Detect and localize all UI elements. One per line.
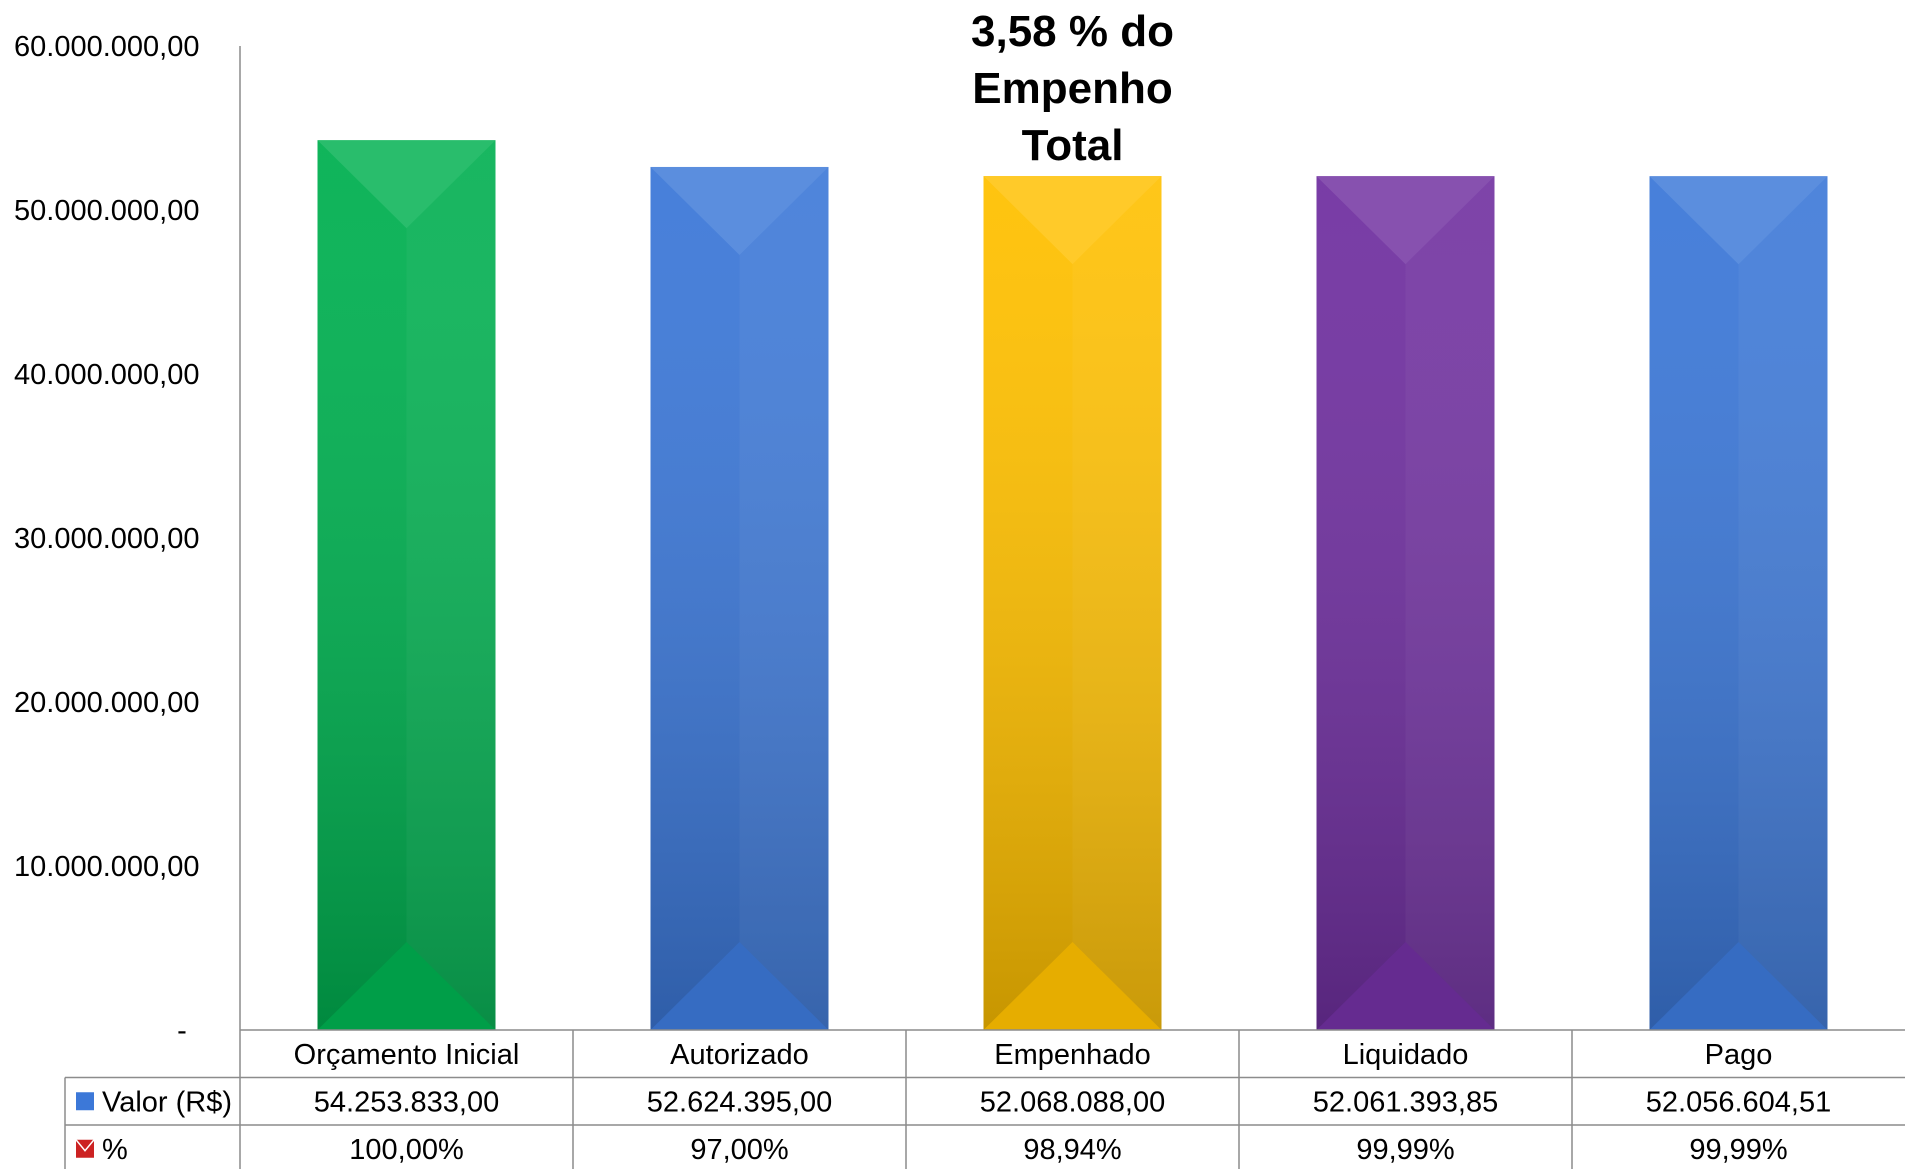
y-tick-label: - — [177, 1015, 187, 1047]
y-tick-label: 40.000.000,00 — [14, 359, 199, 391]
y-tick-label: 10.000.000,00 — [14, 851, 199, 883]
bar-shading — [1649, 176, 1828, 1031]
x-tick-label: Orçamento Inicial — [294, 1039, 520, 1071]
bar-bevel-bottom — [650, 942, 829, 1030]
bar-facet — [739, 166, 829, 1031]
y-tick-label: 20.000.000,00 — [14, 687, 199, 719]
bar-shading — [317, 140, 496, 1031]
bar-bevel-bottom — [1649, 942, 1828, 1030]
bar-facet — [406, 140, 496, 1031]
data-table-cell: 52.068.088,00 — [980, 1086, 1165, 1118]
bar-bevel-top — [650, 166, 829, 255]
x-tick-label: Empenhado — [994, 1039, 1150, 1071]
bar-bevel-bottom — [317, 942, 496, 1030]
annotation-line: 3,58 % do — [971, 7, 1174, 56]
bar-bevel-bottom — [1316, 942, 1495, 1030]
data-table-cell: 99,99% — [1689, 1134, 1787, 1166]
bar-shading — [1316, 176, 1495, 1031]
data-table-cell: 52.061.393,85 — [1313, 1086, 1498, 1118]
bar-bevel-bottom — [983, 942, 1162, 1030]
bar-shading — [983, 176, 1162, 1030]
y-tick-label: 50.000.000,00 — [14, 195, 199, 227]
bars — [317, 140, 1828, 1031]
bar-shading — [650, 166, 829, 1031]
series-name: % — [102, 1134, 128, 1166]
data-table-cell: 99,99% — [1356, 1134, 1454, 1166]
data-table-cell: 100,00% — [349, 1134, 464, 1166]
legend-key-square — [76, 1092, 94, 1111]
annotation-line: Total — [1022, 121, 1124, 170]
data-table-cell: 97,00% — [690, 1134, 788, 1166]
data-table-cell: 52.056.604,51 — [1646, 1086, 1831, 1118]
data-table-cell: 98,94% — [1023, 1134, 1121, 1166]
bar-bevel-top — [1649, 176, 1828, 265]
bar-facet — [1072, 176, 1162, 1030]
bar-facet — [1738, 176, 1828, 1031]
data-table: Orçamento Inicial Autorizado Empenhado Liqu… — [64, 1029, 1905, 1169]
bar-bevel-top — [317, 140, 496, 229]
series-name: Valor (R$) — [102, 1086, 232, 1118]
bar-bevel-top — [1316, 176, 1495, 265]
y-tick-label: 30.000.000,00 — [14, 523, 199, 555]
x-tick-label: Autorizado — [670, 1039, 809, 1071]
data-table-cell: 54.253.833,00 — [314, 1086, 499, 1118]
annotation-line: Empenho — [972, 64, 1172, 113]
x-tick-label: Pago — [1705, 1039, 1773, 1071]
x-tick-label: Liquidado — [1343, 1039, 1469, 1071]
annotation: 3,58 % do Empenho Total — [971, 7, 1174, 170]
y-tick-label: 60.000.000,00 — [14, 31, 199, 63]
legend-key-envelope-flap — [75, 1139, 95, 1152]
bar-bevel-top — [983, 176, 1162, 265]
y-axis: - 10.000.000,00 20.000.000,00 30.000.000,00… — [14, 31, 241, 1047]
bar-facet — [1405, 176, 1495, 1031]
data-table-cell: 52.624.395,00 — [647, 1086, 832, 1118]
